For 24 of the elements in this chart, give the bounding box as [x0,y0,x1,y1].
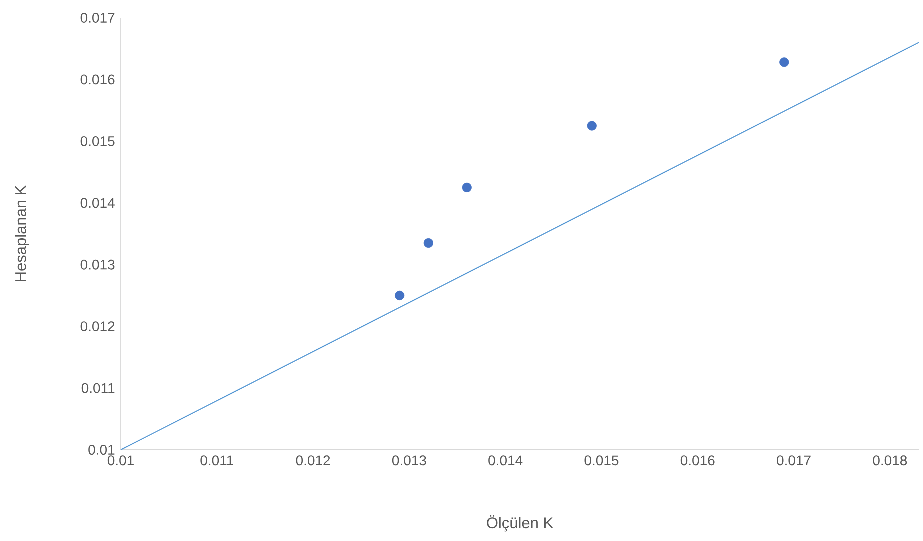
point [780,58,790,68]
x-tick-label: 0.016 [680,456,715,466]
y-tick-label: 0.01 [88,445,115,455]
x-tick-label: 0.013 [392,456,426,466]
y-tick-label: 0.017 [80,13,115,23]
point [395,290,405,301]
x-tick-label: 0.018 [873,456,908,466]
y-tick-label: 0.016 [80,74,115,85]
y-tick-label: 0.013 [80,260,115,270]
y-tick-label: 0.015 [80,136,115,146]
x-tick-label: 0.01 [108,456,134,466]
point [462,182,472,193]
x-tick-label: 0.011 [200,456,234,466]
x-axis-title: Ölçülen K [487,515,554,532]
y-axis-title: Hesaplanan K [14,186,30,282]
point [587,121,597,131]
x-tick-label: 0.014 [488,456,523,466]
x-tick-label: 0.015 [584,456,619,466]
y-tick-label: 0.012 [80,322,115,332]
y-tick-label: 0.011 [82,383,115,394]
x-tick-label: 0.012 [296,456,330,466]
x-tick-label: 0.017 [777,456,811,466]
point [424,238,434,248]
y-tick-label: 0.014 [80,198,115,208]
